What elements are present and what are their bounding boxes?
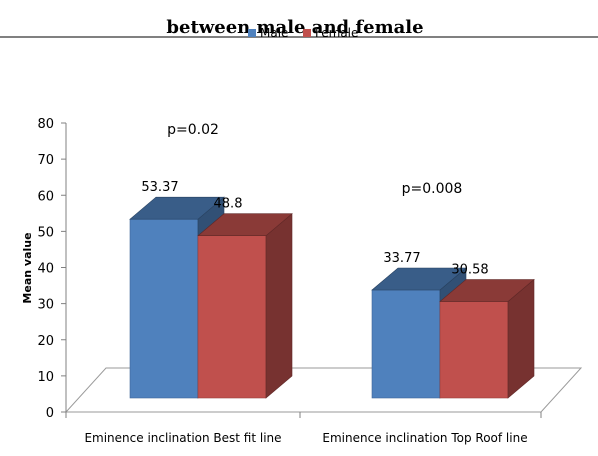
bar-top-female xyxy=(439,279,535,302)
y-tick-label: 50 xyxy=(37,225,54,240)
y-axis: 0 10 20 30 40 50 60 70 80 xyxy=(37,117,542,421)
data-label: 30.58 xyxy=(451,263,488,278)
legend-swatch-male xyxy=(248,29,256,37)
bar-top-female xyxy=(197,213,293,237)
category-label: Eminence inclination Top Roof line xyxy=(322,431,527,445)
data-labels: 53.37 48.8 33.77 30.58 xyxy=(141,180,488,277)
category-labels: Eminence inclination Best fit line Eminen… xyxy=(84,431,527,445)
bars xyxy=(129,196,535,399)
bar-female xyxy=(197,235,267,399)
data-label: 53.37 xyxy=(141,180,178,195)
bar-top-male xyxy=(371,267,467,291)
legend-label-male: Male xyxy=(260,26,288,40)
category-label: Eminence inclination Best fit line xyxy=(84,431,281,445)
y-tick-label: 20 xyxy=(37,334,54,349)
legend-swatch-female xyxy=(303,29,311,37)
y-tick-label: 40 xyxy=(37,262,54,277)
legend-label-female: Female xyxy=(315,26,358,40)
bar-side-female xyxy=(265,213,293,399)
y-tick-label: 10 xyxy=(37,370,54,385)
bar-top-male xyxy=(129,196,225,220)
y-axis-label: Mean value xyxy=(21,232,34,303)
chart-title: between male and female xyxy=(166,17,423,38)
y-tick-label: 60 xyxy=(37,189,54,204)
y-tick-label: 0 xyxy=(46,406,54,421)
p-value-annotation: p=0.02 xyxy=(167,122,219,138)
legend: Male Female xyxy=(248,26,358,40)
y-tick-label: 30 xyxy=(37,298,54,313)
annotations: p=0.02 p=0.008 xyxy=(167,122,462,197)
data-label: 48.8 xyxy=(214,197,243,212)
bar-male xyxy=(371,289,441,399)
bar-male xyxy=(129,218,199,399)
y-tick-label: 70 xyxy=(37,153,54,168)
y-tick-label: 80 xyxy=(37,117,54,132)
bar-female xyxy=(439,301,509,399)
data-label: 33.77 xyxy=(383,251,420,266)
p-value-annotation: p=0.008 xyxy=(402,181,463,197)
